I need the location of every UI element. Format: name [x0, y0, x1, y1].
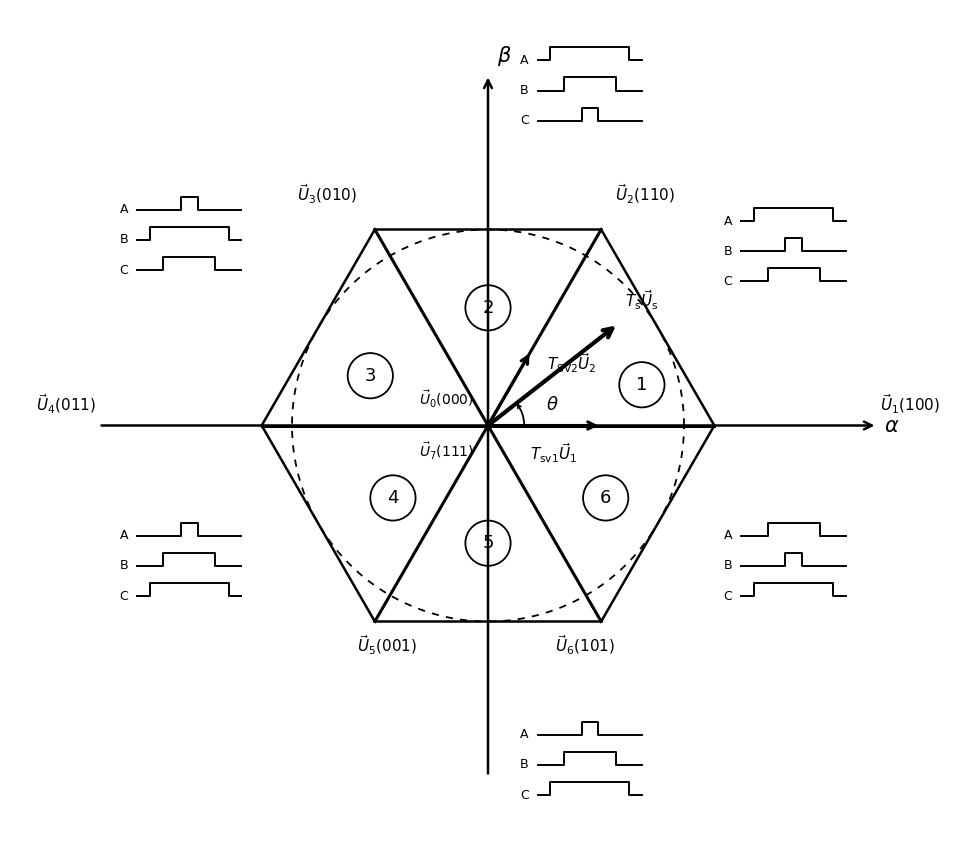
Text: 6: 6 [600, 489, 611, 507]
Text: A: A [724, 214, 732, 227]
Text: 2: 2 [482, 299, 494, 317]
Text: $\vec{U}_1(100)$: $\vec{U}_1(100)$ [879, 393, 940, 416]
Text: $\vec{U}_2(110)$: $\vec{U}_2(110)$ [615, 183, 675, 206]
Text: C: C [520, 789, 529, 802]
Text: B: B [724, 559, 732, 573]
Text: C: C [119, 264, 128, 277]
Text: 1: 1 [636, 376, 648, 394]
Text: $T_{\rm SV2}\vec{U}_2$: $T_{\rm SV2}\vec{U}_2$ [547, 351, 596, 374]
Text: C: C [723, 590, 732, 603]
Text: C: C [119, 590, 128, 603]
Text: A: A [520, 54, 529, 67]
Text: B: B [119, 233, 128, 247]
Text: $T_{\rm sv1}\vec{U}_1$: $T_{\rm sv1}\vec{U}_1$ [530, 442, 578, 465]
Text: $\vec{U}_7(111)$: $\vec{U}_7(111)$ [420, 442, 474, 462]
Text: B: B [724, 245, 732, 258]
Text: A: A [724, 529, 732, 542]
Text: C: C [520, 114, 529, 127]
Text: B: B [520, 84, 529, 97]
Text: C: C [723, 275, 732, 288]
Text: B: B [520, 758, 529, 772]
Text: A: A [520, 728, 529, 741]
Text: B: B [119, 559, 128, 573]
Text: $\vec{U}_4(011)$: $\vec{U}_4(011)$ [36, 393, 97, 416]
Text: $\theta$: $\theta$ [546, 397, 558, 414]
Text: 3: 3 [365, 367, 376, 385]
Text: 4: 4 [387, 489, 398, 507]
Text: $\vec{U}_0(000)$: $\vec{U}_0(000)$ [420, 389, 474, 409]
Text: A: A [120, 529, 128, 542]
Text: 5: 5 [482, 534, 494, 552]
Text: $\alpha$: $\alpha$ [884, 415, 900, 436]
Text: $\vec{U}_5(001)$: $\vec{U}_5(001)$ [357, 634, 417, 657]
Text: $\vec{U}_6(101)$: $\vec{U}_6(101)$ [554, 634, 615, 657]
Text: $\vec{U}_3(010)$: $\vec{U}_3(010)$ [297, 183, 357, 206]
Text: A: A [120, 203, 128, 216]
Text: $\beta$: $\beta$ [497, 44, 511, 68]
Text: $T_{\rm s}\vec{U}_{\rm s}$: $T_{\rm s}\vec{U}_{\rm s}$ [625, 288, 659, 312]
